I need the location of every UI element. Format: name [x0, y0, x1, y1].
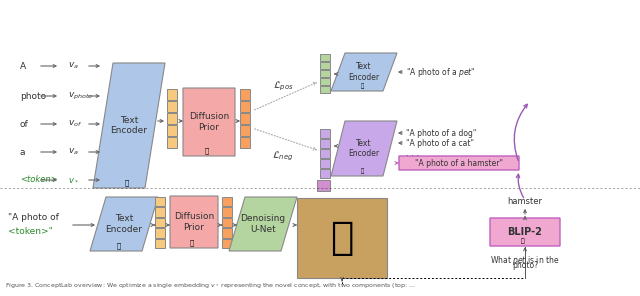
Text: $v_a$: $v_a$	[68, 61, 79, 71]
Bar	[155, 228, 165, 238]
Text: . . .: . . .	[406, 149, 419, 157]
Bar	[317, 180, 330, 191]
Bar	[240, 125, 250, 136]
Bar	[320, 62, 330, 69]
Bar	[222, 207, 232, 217]
FancyBboxPatch shape	[170, 196, 218, 248]
Text: $v_{of}$: $v_{of}$	[68, 119, 82, 129]
FancyBboxPatch shape	[490, 218, 560, 246]
Bar	[240, 101, 250, 112]
Text: 🐹: 🐹	[330, 219, 354, 257]
Bar	[155, 218, 165, 227]
Text: Figure 3. ConceptLab overview: We optimize a single embedding $v_*$ representing: Figure 3. ConceptLab overview: We optimi…	[5, 281, 416, 290]
FancyBboxPatch shape	[399, 156, 519, 170]
Polygon shape	[90, 197, 158, 251]
Text: Text
Encoder: Text Encoder	[106, 214, 143, 234]
Bar	[167, 137, 177, 148]
Bar	[155, 207, 165, 217]
Text: a: a	[20, 147, 26, 157]
Bar	[320, 159, 330, 168]
Text: "A photo of: "A photo of	[8, 213, 59, 223]
Text: of: of	[20, 120, 29, 128]
Text: photo?: photo?	[512, 261, 538, 270]
Bar	[167, 125, 177, 136]
Text: Text
Encoder: Text Encoder	[348, 62, 380, 82]
Bar	[167, 113, 177, 124]
Text: "A photo of a dog": "A photo of a dog"	[406, 128, 476, 138]
Bar	[167, 101, 177, 112]
Text: What $\it{pet}$ is in the: What $\it{pet}$ is in the	[490, 254, 560, 267]
Bar	[320, 78, 330, 85]
Text: "A photo of a hamster": "A photo of a hamster"	[415, 158, 503, 168]
Polygon shape	[93, 63, 165, 188]
Text: photo: photo	[20, 91, 46, 101]
Polygon shape	[331, 53, 397, 91]
Bar	[167, 89, 177, 100]
Bar	[240, 113, 250, 124]
Text: $v_a$: $v_a$	[68, 147, 79, 157]
Text: Text
Encoder: Text Encoder	[111, 116, 147, 135]
Text: BLIP-2: BLIP-2	[508, 227, 543, 237]
Text: "A photo of a cat": "A photo of a cat"	[406, 139, 474, 147]
Text: 🔒: 🔒	[360, 168, 364, 174]
Bar	[320, 149, 330, 158]
Text: 🔒: 🔒	[190, 239, 194, 246]
Bar	[320, 86, 330, 93]
Text: hamster: hamster	[508, 197, 543, 206]
Text: $v_{photo}$: $v_{photo}$	[68, 91, 93, 102]
Text: 🔒: 🔒	[125, 179, 129, 186]
Bar	[320, 129, 330, 138]
Bar	[222, 239, 232, 248]
Text: $\mathcal{L}_{pos}$: $\mathcal{L}_{pos}$	[273, 79, 293, 93]
Bar	[240, 137, 250, 148]
Bar	[222, 228, 232, 238]
Text: A: A	[20, 62, 26, 70]
Text: 🔒: 🔒	[205, 147, 209, 154]
Bar	[222, 218, 232, 227]
Bar	[222, 197, 232, 206]
Text: <token>: <token>	[20, 176, 58, 184]
Polygon shape	[229, 197, 297, 251]
FancyBboxPatch shape	[183, 88, 235, 156]
Text: Text
Encoder: Text Encoder	[348, 139, 380, 158]
Text: 🔒: 🔒	[521, 238, 525, 244]
Bar	[155, 197, 165, 206]
Text: <token>": <token>"	[8, 226, 52, 236]
Bar	[297, 198, 387, 278]
Bar	[320, 169, 330, 178]
Bar	[320, 70, 330, 77]
Text: $v_*$: $v_*$	[68, 176, 79, 184]
Polygon shape	[331, 121, 397, 176]
Text: 🔒: 🔒	[360, 83, 364, 89]
Text: "A photo of a $\it{pet}$": "A photo of a $\it{pet}$"	[406, 65, 476, 78]
Text: $\mathcal{L}_{neg}$: $\mathcal{L}_{neg}$	[272, 149, 294, 163]
Bar	[320, 54, 330, 61]
Text: Diffusion
Prior: Diffusion Prior	[174, 212, 214, 232]
Bar	[320, 139, 330, 148]
Text: 🔒: 🔒	[117, 242, 121, 249]
Bar	[240, 89, 250, 100]
Text: Diffusion
Prior: Diffusion Prior	[189, 112, 229, 132]
Bar	[155, 239, 165, 248]
Text: Denoising
U-Net: Denoising U-Net	[241, 214, 285, 234]
